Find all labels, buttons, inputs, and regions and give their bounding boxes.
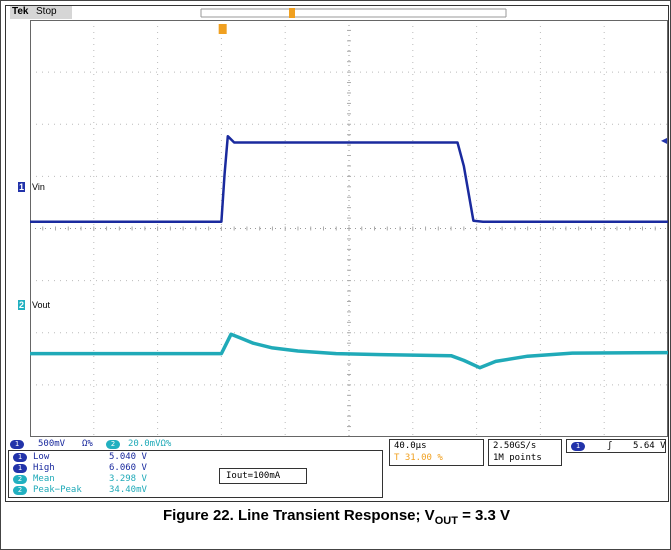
ch1-ground-marker: 1 (18, 182, 26, 192)
graticule (30, 20, 668, 437)
trigger-position-value: 31.00 % (404, 453, 443, 463)
ch1-scale-badge: 1 (10, 440, 24, 449)
trigger-box: 1 ʃ 5.64 V (566, 439, 666, 453)
annotation-text: Iout=100mA (226, 471, 281, 481)
annotation-box: Iout=100mA (219, 468, 307, 484)
series-line-vout (30, 332, 668, 370)
brand-label: Tek (12, 6, 29, 17)
figure-caption: Figure 22. Line Transient Response; VOUT… (1, 507, 671, 527)
ch1-coupling: Ω% (82, 439, 93, 449)
timebase: 40.0µs (394, 441, 427, 451)
acquisition-box: 2.50GS/s 1M points (488, 439, 562, 466)
trigger-slope-icon: ʃ (607, 441, 613, 451)
trigger-position-marker (218, 24, 227, 34)
trigger-level: 5.64 V (633, 441, 666, 451)
trigger-source-badge: 1 (571, 442, 585, 451)
status-panel: 1 500mV Ω% 2 20.0mVΩ% 1 Low 5.040 V 1 High 6.… (6, 438, 668, 501)
trigger-level-arrow-icon: ◀ (661, 136, 668, 145)
oscilloscope-screen: Tek Stop 1 Vin 2 Vout ◀ 1 500mV Ω% 2 (5, 5, 669, 502)
timebase-box: 40.0µs T 31.00 % (389, 439, 484, 466)
measurement-channel-badge: 1 (13, 453, 27, 462)
caption-prefix: Figure 22. Line Transient Response; V (162, 507, 435, 524)
graticule-border (30, 20, 668, 437)
trigger-position: T 31.00 % (394, 453, 443, 463)
tek-label-background (10, 6, 72, 19)
ch2-ground-marker: 2 (18, 300, 26, 310)
record-length: 1M points (493, 453, 542, 463)
measurement-name: Peak−Peak (33, 485, 82, 495)
ch1-scale: 500mV (38, 439, 66, 449)
measurement-value: 3.298 V (109, 474, 147, 484)
measurement-name: High (33, 463, 55, 473)
waveform-plot (30, 20, 668, 437)
ch2-scale: 20.0mVΩ% (128, 439, 172, 449)
measurement-panel: 1 Low 5.040 V 1 High 6.060 V 2 Mean 3.298 V 2 Peak… (8, 450, 383, 498)
measurement-channel-badge: 1 (13, 464, 27, 473)
sample-rate: 2.50GS/s (493, 441, 537, 451)
measurement-channel-badge: 2 (13, 486, 27, 495)
ch2-scale-badge: 2 (106, 440, 120, 449)
acquisition-state: Stop (36, 6, 57, 17)
measurement-value: 5.040 V (109, 452, 147, 462)
top-status-bar: Tek Stop (6, 6, 668, 20)
measurement-channel-badge: 2 (13, 475, 27, 484)
record-view-marker (289, 8, 295, 18)
caption-suffix: = 3.3 V (457, 507, 511, 524)
series-line-vin (30, 134, 668, 223)
trigger-position-icon: T (394, 453, 400, 463)
measurement-value: 34.40mV (109, 485, 147, 495)
measurement-name: Low (33, 452, 50, 462)
measurement-name: Mean (33, 474, 55, 484)
measurement-value: 6.060 V (109, 463, 147, 473)
caption-subscript: OUT (434, 515, 458, 527)
record-position-bar (200, 8, 507, 18)
ch2-label: Vout (32, 300, 51, 310)
ch1-label: Vin (32, 182, 45, 192)
channel-scale-row: 1 500mV Ω% 2 20.0mVΩ% (8, 439, 383, 450)
